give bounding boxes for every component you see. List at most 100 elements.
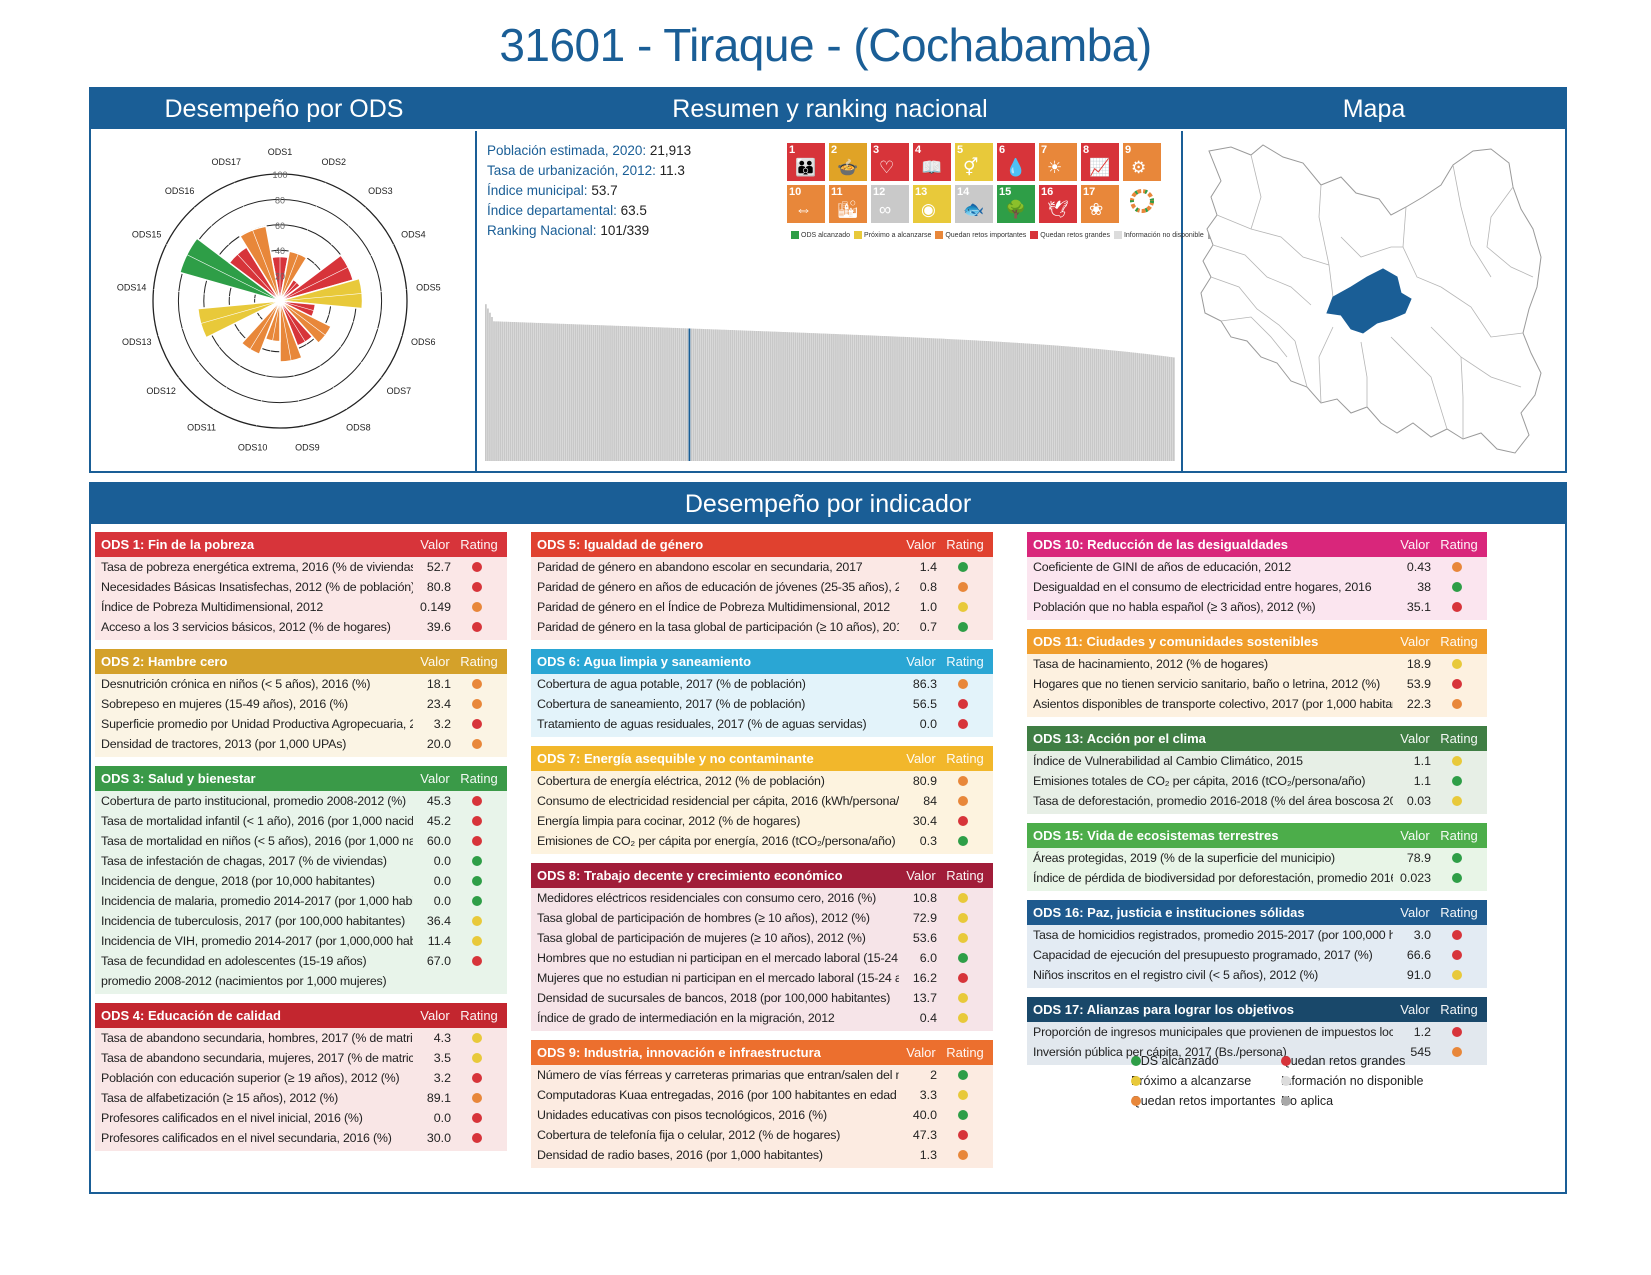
indicator-card: ODS 13: Acción por el clima Valor Rating Ín… bbox=[1027, 726, 1487, 814]
ranking-bar bbox=[912, 337, 915, 461]
radar-header: Desempeño por ODS bbox=[91, 89, 477, 129]
indicator-label: Áreas protegidas, 2019 (% de la superfic… bbox=[1033, 851, 1335, 865]
ranking-bar bbox=[845, 334, 848, 461]
indicator-label: Paridad de género en años de educación d… bbox=[537, 580, 899, 594]
indicator-card-title: ODS 11: Ciudades y comunidades sostenibl… bbox=[1033, 634, 1319, 649]
indicator-value: 0.43 bbox=[1406, 560, 1431, 574]
indicator-row: Emisiones de CO₂ per cápita por energía,… bbox=[531, 831, 993, 851]
rating-column-header: Rating bbox=[460, 1008, 498, 1023]
sdg-tile-number: 17 bbox=[1083, 186, 1096, 198]
radar-axis-label: ODS10 bbox=[238, 443, 268, 453]
indicator-rating bbox=[943, 1065, 987, 1085]
ranking-bar bbox=[977, 340, 980, 461]
ranking-bar bbox=[487, 308, 489, 461]
sdg-tile-number: 13 bbox=[915, 186, 928, 198]
legend-label: Quedan retos grandes bbox=[1281, 1054, 1406, 1068]
legend-swatch bbox=[1113, 231, 1122, 239]
ranking-bar bbox=[965, 339, 968, 461]
sdg-tile-number: 15 bbox=[999, 186, 1012, 198]
indicator-label: Cobertura de telefonía fija o celular, 2… bbox=[537, 1128, 841, 1142]
indicator-label: Mujeres que no estudian ni participan en… bbox=[537, 971, 899, 985]
ranking-bar bbox=[743, 330, 746, 461]
indicator-value: 0.4 bbox=[919, 1011, 937, 1025]
ranking-bar bbox=[837, 334, 839, 461]
ranking-bar bbox=[1044, 344, 1047, 461]
sdg-tile: 1 👪 bbox=[787, 143, 825, 181]
indicator-value: 66.6 bbox=[1406, 948, 1431, 962]
ranking-bar bbox=[1130, 352, 1132, 461]
rating-dot-icon bbox=[472, 1033, 482, 1043]
summary-stat-label: Población estimada, 2020: bbox=[487, 143, 650, 158]
ranking-bar bbox=[938, 338, 941, 461]
ranking-bar bbox=[808, 333, 811, 461]
indicator-label: Tasa de hacinamiento, 2012 (% de hogares… bbox=[1033, 657, 1268, 671]
ranking-bar bbox=[765, 331, 768, 461]
indicator-row: Mujeres que no estudian ni participan en… bbox=[531, 968, 993, 988]
ranking-bar bbox=[796, 332, 799, 461]
ranking-bar bbox=[717, 329, 719, 461]
radar-spoke bbox=[233, 182, 281, 302]
ranking-bar bbox=[942, 338, 945, 461]
ranking-bar bbox=[1172, 357, 1175, 461]
indicator-row: Unidades educativas con pisos tecnológic… bbox=[531, 1105, 993, 1125]
rating-dot-icon bbox=[472, 1133, 482, 1143]
indicator-label: Cobertura de saneamiento, 2017 (% de pob… bbox=[537, 697, 806, 711]
ranking-bar bbox=[712, 329, 715, 461]
ranking-bar bbox=[1166, 356, 1169, 461]
value-column-header: Valor bbox=[1400, 1002, 1430, 1017]
radar-spoke bbox=[178, 300, 281, 378]
ranking-bar bbox=[831, 333, 833, 461]
ranking-bar bbox=[690, 328, 693, 461]
indicator-card-header: ODS 7: Energía asequible y no contaminan… bbox=[531, 746, 993, 771]
indicator-row: Cobertura de agua potable, 2017 (% de po… bbox=[531, 674, 993, 694]
radar-tick-label: 40 bbox=[275, 246, 285, 256]
indicator-value: 0.0 bbox=[433, 894, 451, 908]
radar-spoke bbox=[279, 206, 366, 302]
value-column-header: Valor bbox=[906, 868, 936, 883]
rating-dot-icon bbox=[472, 1113, 482, 1123]
indicator-label: Tasa global de participación de hombres … bbox=[537, 911, 870, 925]
indicator-label: Tasa de mortalidad en niños (< 5 años), … bbox=[101, 834, 413, 848]
ranking-bar bbox=[615, 325, 618, 461]
ranking-bar bbox=[700, 328, 703, 461]
indicator-label: Emisiones totales de CO₂ per cápita, 201… bbox=[1033, 774, 1366, 788]
indicator-card: ODS 11: Ciudades y comunidades sostenibl… bbox=[1027, 629, 1487, 717]
legend-label: Quedan retos importantes bbox=[1131, 1094, 1276, 1108]
indicator-rating bbox=[457, 831, 501, 851]
ranking-bar bbox=[525, 322, 528, 461]
indicator-value: 39.6 bbox=[426, 620, 451, 634]
indicator-rating bbox=[457, 617, 501, 637]
radar-tick-label: 100 bbox=[272, 170, 287, 180]
indicator-label: Paridad de género en abandono escolar en… bbox=[537, 560, 863, 574]
ranking-bar bbox=[692, 328, 695, 461]
sdg-tile-number: 5 bbox=[957, 144, 964, 156]
ranking-bar bbox=[800, 332, 803, 461]
indicator-rating bbox=[1437, 751, 1481, 771]
rating-dot-icon bbox=[958, 699, 968, 709]
ranking-bar bbox=[1087, 348, 1090, 461]
indicator-rating bbox=[457, 811, 501, 831]
indicator-column-1: ODS 1: Fin de la pobreza Valor Rating Tasa … bbox=[95, 532, 507, 1160]
ranking-bar bbox=[769, 331, 772, 461]
indicator-value: 0.0 bbox=[433, 1111, 451, 1125]
indicator-card: ODS 17: Alianzas para lograr los objetiv… bbox=[1027, 997, 1487, 1065]
ranking-bar bbox=[851, 334, 854, 461]
legend-item: ODS alcanzado bbox=[1117, 1051, 1219, 1071]
legend-dot-icon bbox=[1131, 1076, 1141, 1086]
top-header-bar: Desempeño por ODS Resumen y ranking naci… bbox=[91, 89, 1565, 129]
ranking-bar bbox=[1067, 346, 1069, 461]
indicator-label: Paridad de género en la tasa global de p… bbox=[537, 620, 899, 634]
indicators-header: Desempeño por indicador bbox=[91, 484, 1565, 524]
ranking-bar bbox=[1075, 347, 1078, 461]
indicator-rating bbox=[943, 1145, 987, 1165]
radar-axis-label: ODS14 bbox=[117, 282, 147, 292]
indicator-rating bbox=[943, 831, 987, 851]
sdg-tile-number: 12 bbox=[873, 186, 886, 198]
indicator-label: Sobrepeso en mujeres (15-49 años), 2016 … bbox=[101, 697, 348, 711]
radar-spoke bbox=[279, 300, 348, 410]
rating-dot-icon bbox=[958, 602, 968, 612]
ranking-bar bbox=[623, 326, 626, 461]
rating-dot-icon bbox=[1452, 970, 1462, 980]
indicator-label: Desigualdad en el consumo de electricida… bbox=[1033, 580, 1372, 594]
sdg-tile: 15 🌳 bbox=[997, 185, 1035, 223]
